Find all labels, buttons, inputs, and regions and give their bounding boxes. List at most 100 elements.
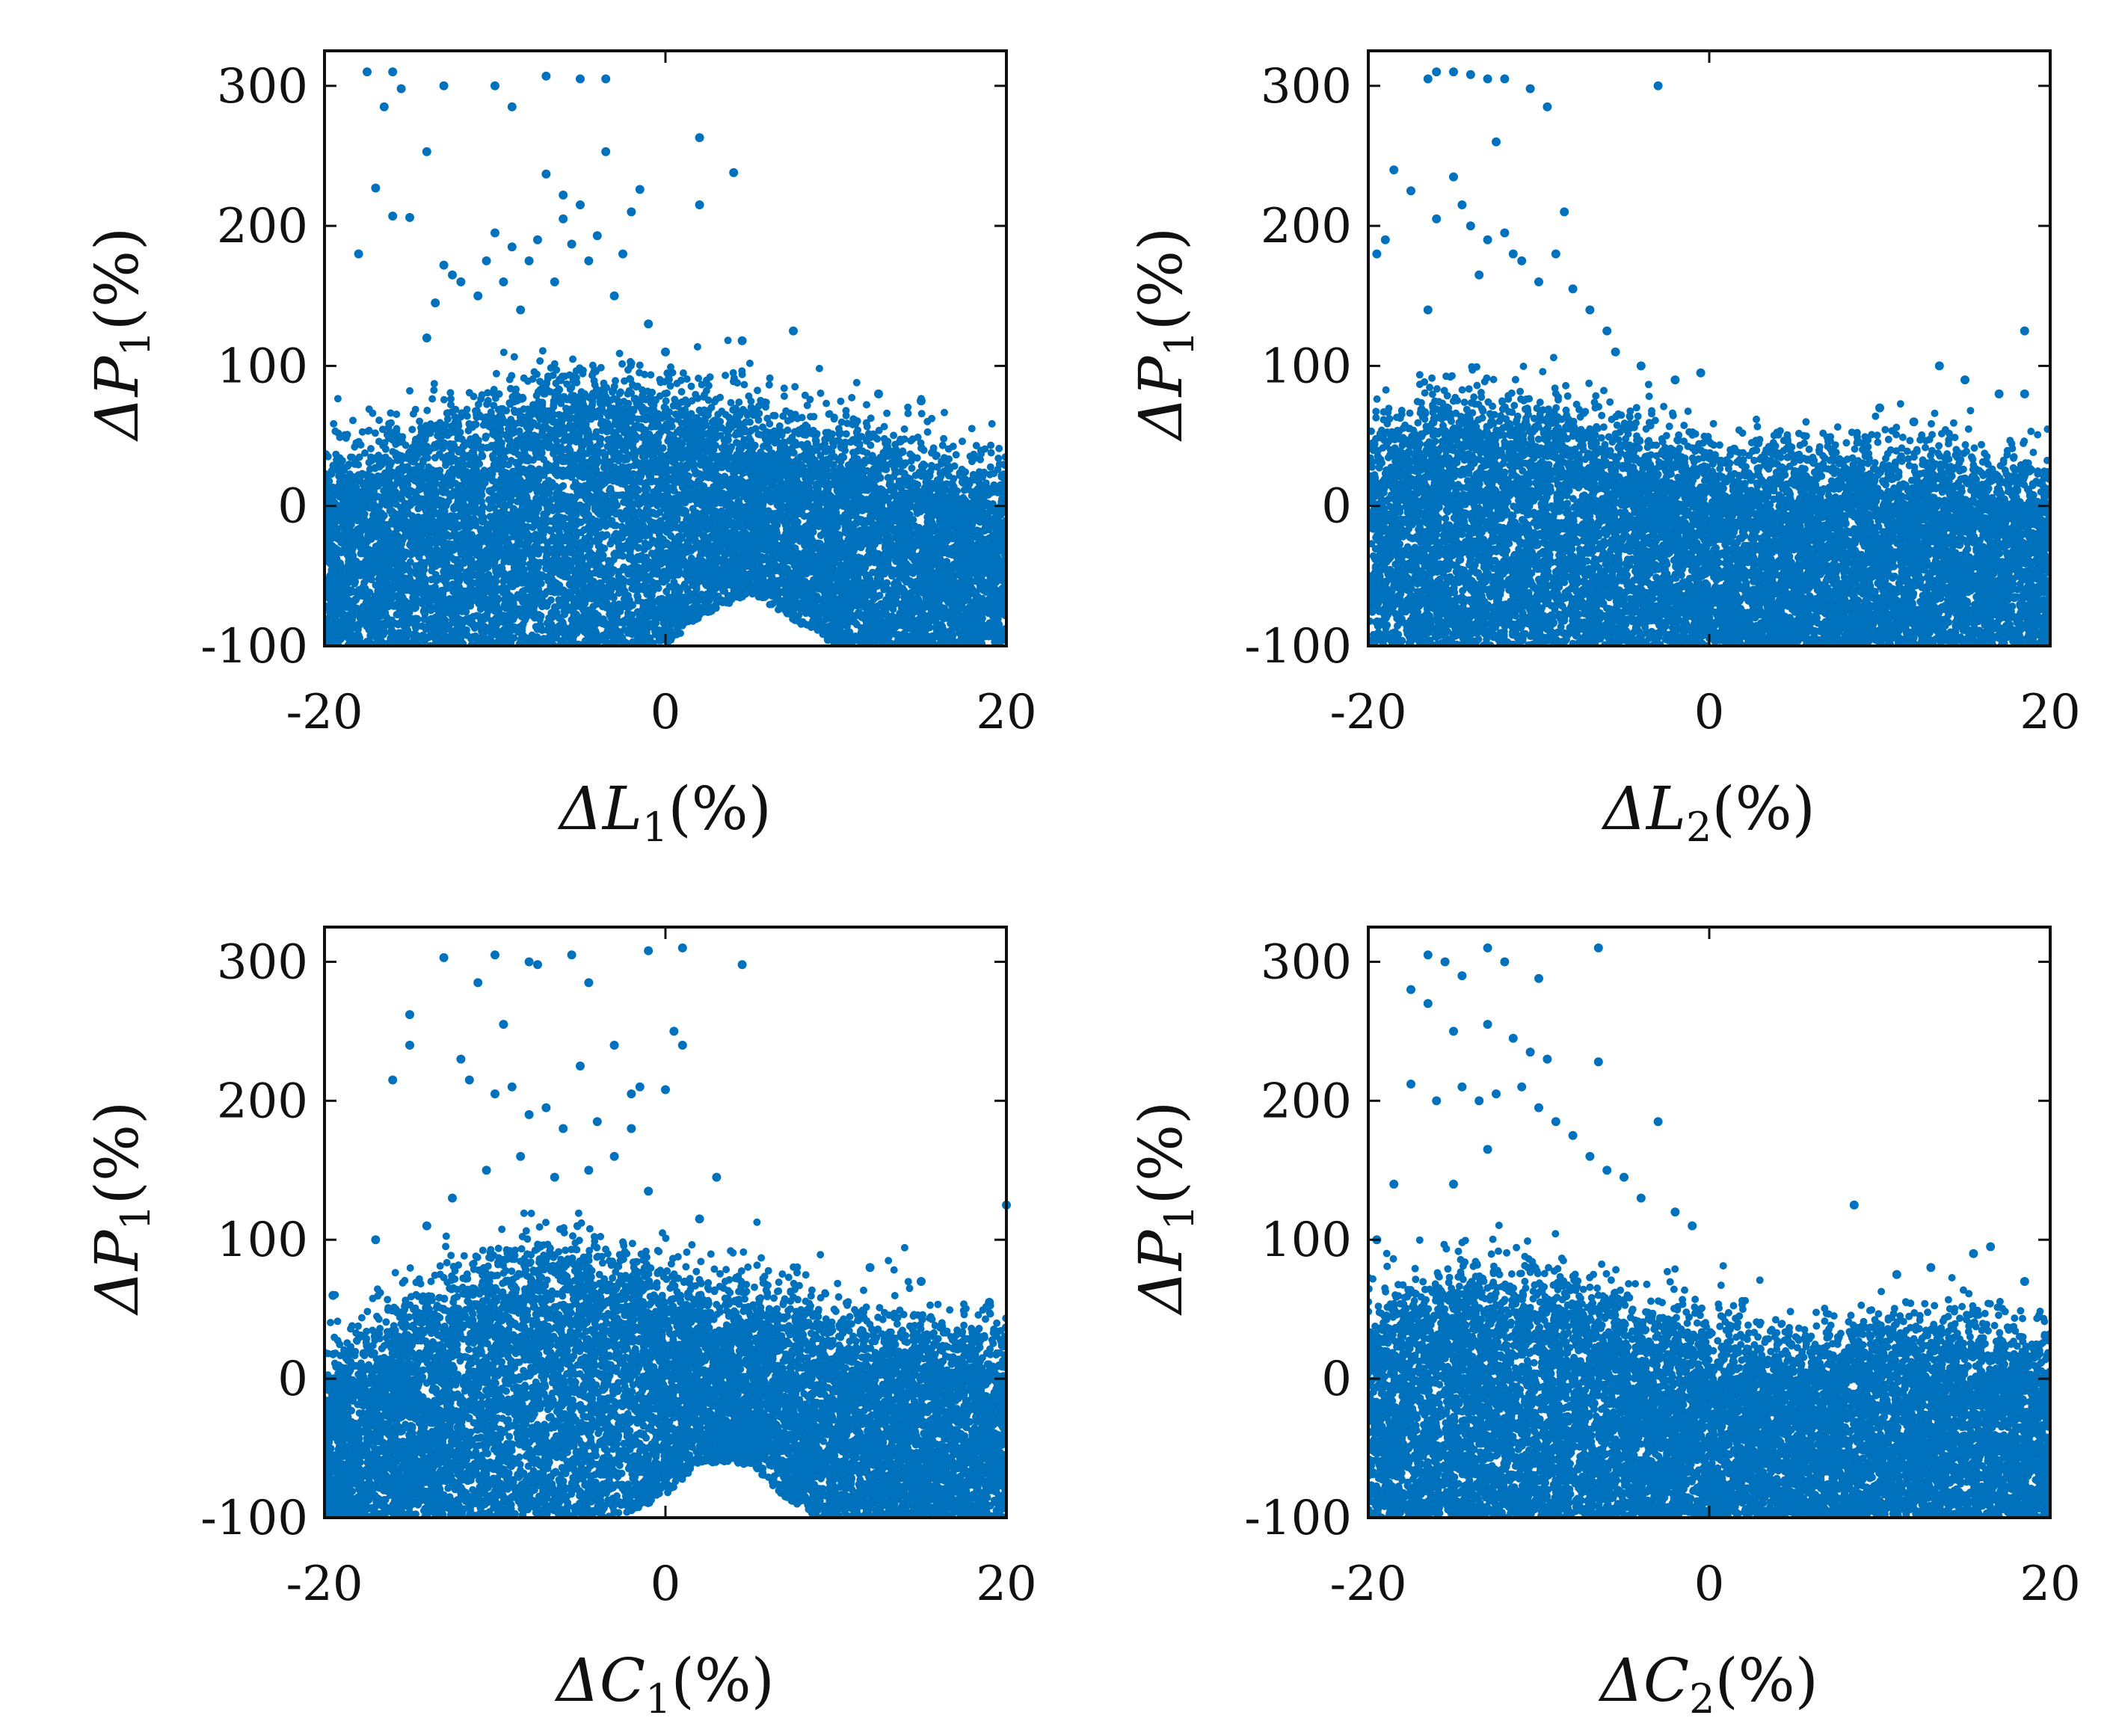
scatter-point [985, 1298, 994, 1307]
scatter-point [627, 1089, 636, 1098]
scatter-point [422, 147, 431, 156]
scatter-point [1517, 1083, 1526, 1092]
y-tick-label: 200 [1261, 1074, 1352, 1129]
scatter-point [448, 1194, 457, 1203]
scatter-point [627, 207, 636, 216]
y-tick-label: 0 [277, 479, 308, 535]
y-axis-label: ΔP1(%) [82, 227, 159, 442]
scatter-point [568, 950, 576, 959]
y-tick-label: -100 [200, 1491, 308, 1546]
scatter-point [2020, 390, 2029, 398]
scatter-point [1526, 1047, 1535, 1056]
scatter-point [627, 1124, 636, 1133]
scatter-point [1406, 1080, 1415, 1089]
scatter-point [1381, 236, 1390, 244]
scatter-point [738, 336, 747, 345]
scatter-point [465, 1076, 474, 1085]
scatter-point [1424, 75, 1433, 84]
scatter-point [601, 75, 610, 84]
scatter-point [550, 277, 559, 286]
scatter-point [917, 1277, 926, 1286]
scatter-point [1457, 200, 1466, 209]
scatter-point [1474, 1096, 1483, 1105]
scatter-point [1654, 81, 1663, 90]
scatter-point [2020, 327, 2029, 336]
scatter-point [550, 1173, 559, 1182]
scatter-point [678, 944, 687, 952]
scatter-point [729, 168, 738, 177]
scatter-point [440, 953, 449, 962]
scatter-point-cloud [1365, 354, 2054, 650]
scatter-point [397, 84, 406, 93]
scatter-point [440, 81, 449, 90]
scatter-point [490, 229, 499, 238]
scatter-point [1517, 256, 1526, 265]
scatter-point [1670, 1207, 1679, 1216]
scatter-point [1509, 250, 1518, 259]
scatter-point [431, 298, 440, 307]
y-tick-label: 200 [217, 1074, 308, 1129]
scatter-point [1509, 1034, 1518, 1043]
scatter-point [508, 242, 517, 251]
scatter-point [2020, 1277, 2029, 1286]
scatter-point [354, 250, 363, 259]
scatter-point [1569, 284, 1578, 293]
scatter-point [610, 1041, 619, 1050]
scatter-point [1492, 138, 1501, 147]
scatter-point [1960, 375, 1969, 384]
scatter-point [593, 231, 602, 240]
scatter-point [1543, 1055, 1551, 1064]
y-tick-label: -100 [1244, 1491, 1352, 1546]
y-tick-label: 300 [217, 59, 308, 114]
scatter-point [525, 1110, 534, 1119]
x-tick-label: -20 [1329, 1557, 1406, 1612]
scatter-point [1406, 186, 1415, 195]
x-tick-label: -20 [286, 685, 363, 740]
y-tick-label: 0 [1321, 479, 1352, 535]
y-tick-label: 100 [217, 1213, 308, 1268]
scatter-point [405, 1041, 414, 1050]
scatter-point [1594, 1057, 1603, 1066]
y-tick-label: 100 [1261, 1213, 1352, 1268]
scatter-point [695, 1214, 704, 1223]
x-tick-label: 0 [651, 1557, 681, 1612]
scatter-point [388, 1076, 397, 1085]
x-tick-label: 0 [1694, 1557, 1725, 1612]
scatter-point [1483, 1020, 1492, 1029]
scatter-point [405, 213, 414, 222]
scatter-point [610, 292, 619, 301]
scatter-point [644, 1186, 653, 1195]
y-tick-label: -100 [1244, 619, 1352, 674]
scatter-point [482, 1166, 491, 1175]
scatter-point [644, 947, 653, 955]
x-tick-label: -20 [286, 1557, 363, 1612]
scatter-point [541, 72, 550, 81]
scatter-point [1534, 277, 1543, 286]
x-tick-label: 20 [2020, 685, 2080, 740]
scatter-point [738, 960, 747, 969]
scatter-point [1432, 215, 1441, 224]
scatter-point [1492, 1089, 1501, 1098]
scatter-point [661, 348, 670, 357]
scatter-point-cloud [1365, 1222, 2054, 1521]
scatter-point [1424, 999, 1433, 1008]
scatter-point [1424, 950, 1433, 959]
scatter-point [508, 102, 517, 111]
scatter-point [695, 200, 704, 209]
x-axis-label: ΔC2(%) [1598, 1646, 1818, 1723]
scatter-point [1389, 165, 1398, 174]
scatter-point [695, 133, 704, 142]
scatter-point [593, 1117, 602, 1126]
scatter-point [559, 1124, 568, 1133]
scatter-point [1602, 327, 1611, 336]
scatter-point [456, 1055, 465, 1064]
scatter-point [618, 250, 627, 259]
scatter-point [422, 1222, 431, 1231]
scatter-point [388, 212, 397, 221]
scatter-point [1935, 361, 1944, 370]
scatter-point [456, 277, 465, 286]
scatter-point [1875, 404, 1884, 413]
x-axis-label: ΔL1(%) [557, 774, 772, 851]
scatter-point [1432, 1096, 1441, 1105]
scatter-point [1466, 70, 1475, 79]
